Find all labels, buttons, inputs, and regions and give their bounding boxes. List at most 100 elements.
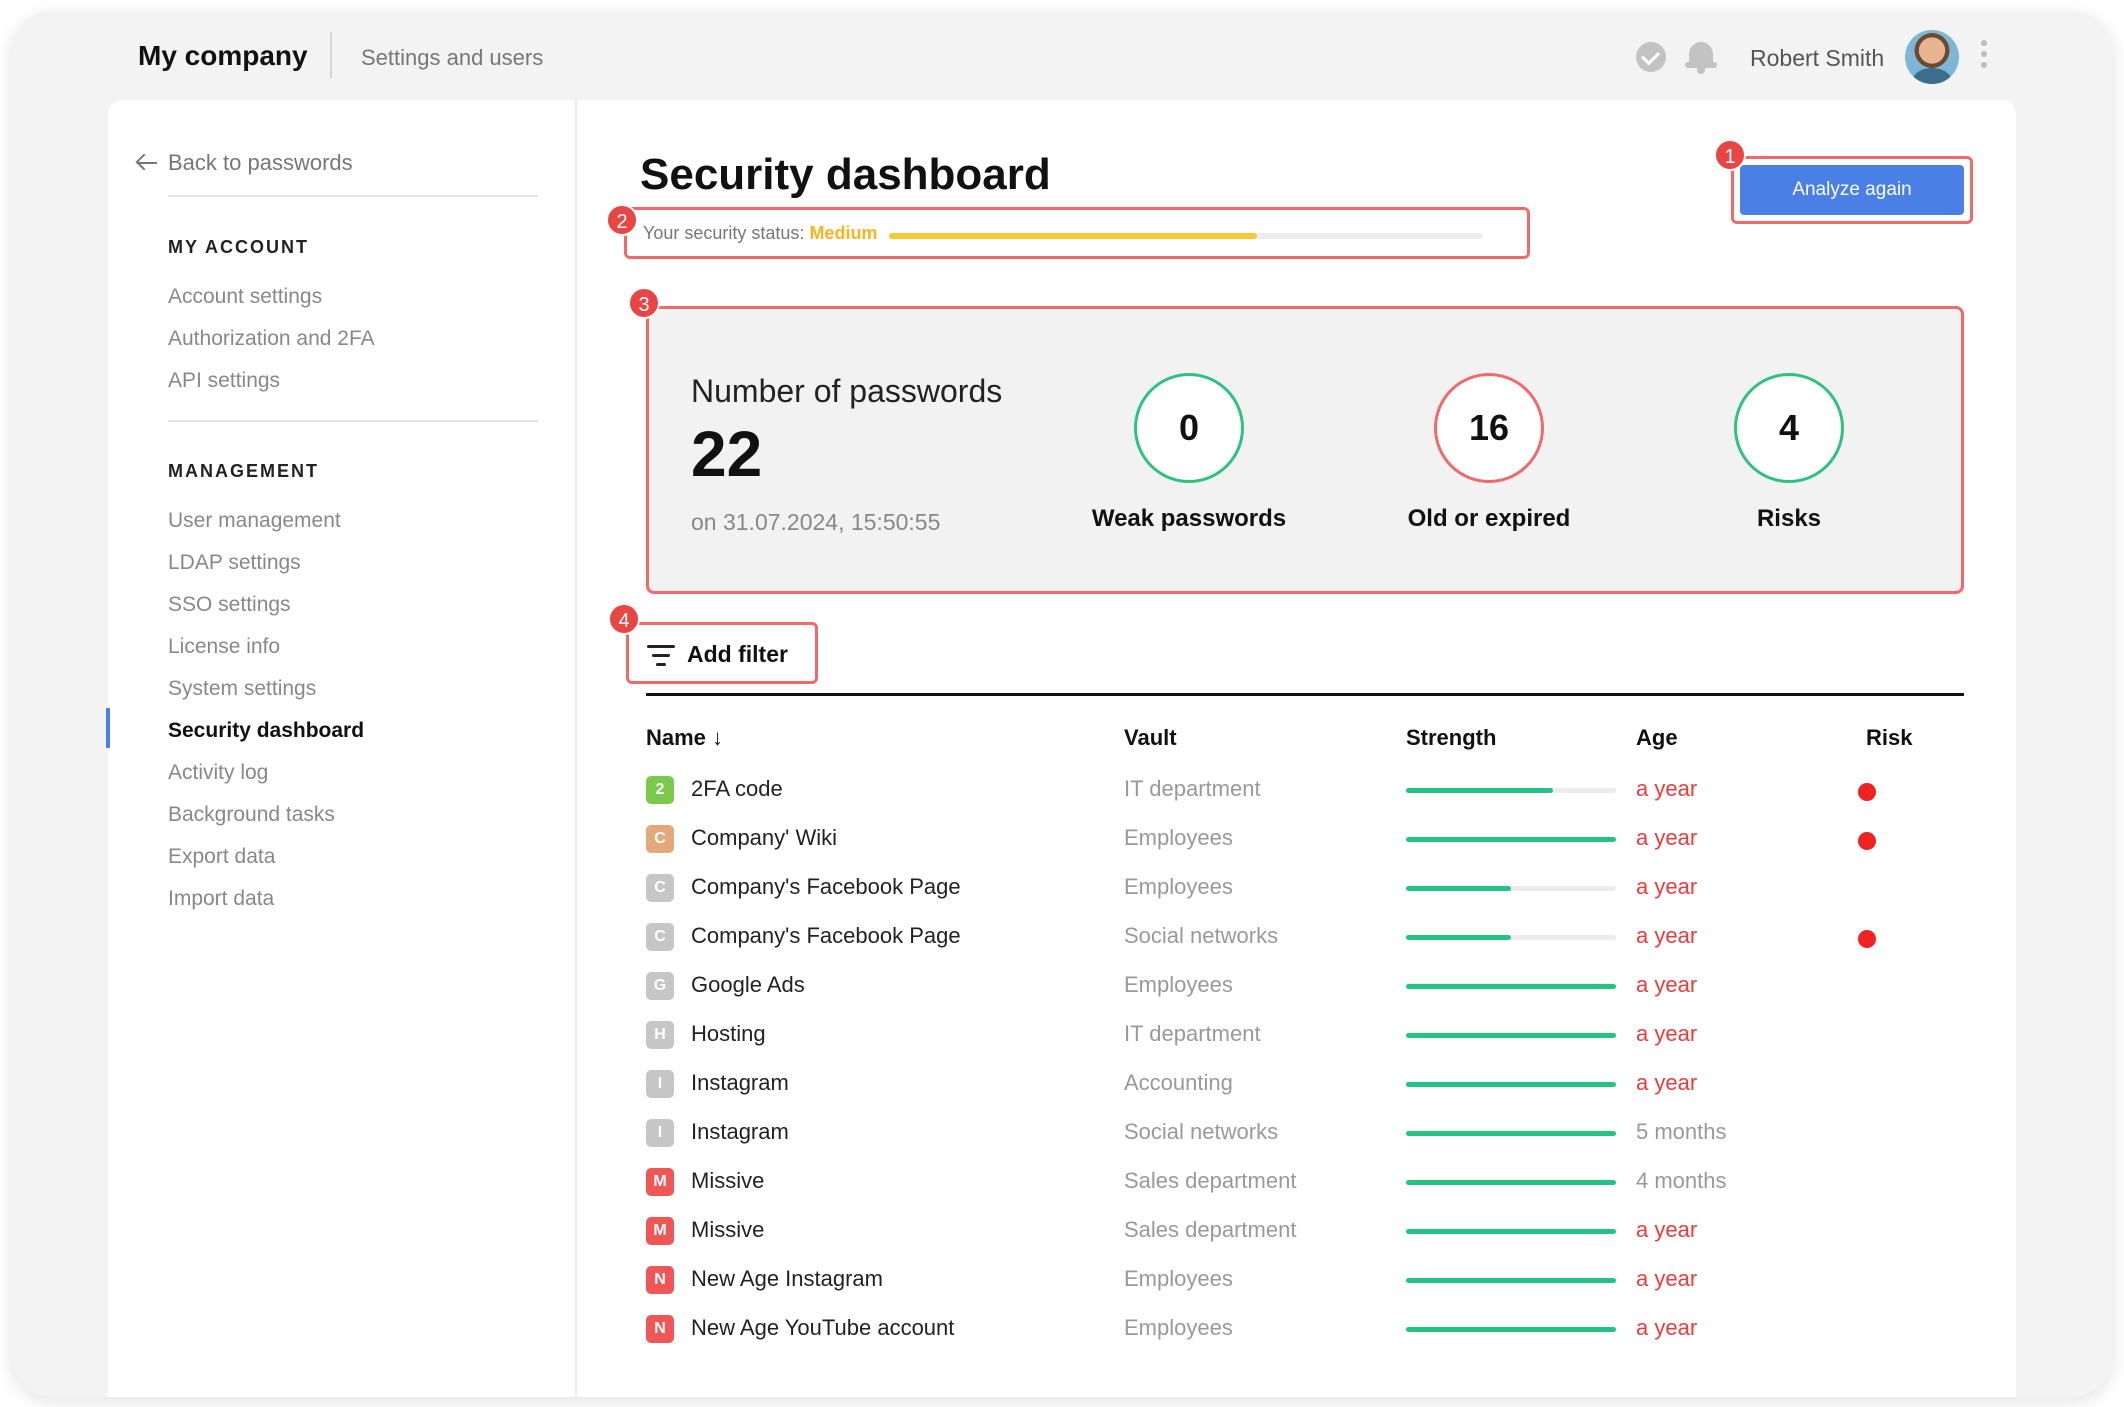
strength-bar — [1406, 788, 1616, 793]
table-row[interactable]: C Company's Facebook Page Social networks a… — [646, 913, 1964, 961]
entry-icon: I — [646, 1070, 674, 1098]
security-status-bar — [889, 233, 1483, 239]
analyze-again-button[interactable]: Analyze again — [1740, 165, 1964, 215]
strength-bar — [1406, 1180, 1616, 1185]
risks-count[interactable]: 4 — [1734, 373, 1844, 483]
table-row[interactable]: I Instagram Social networks 5 months — [646, 1109, 1964, 1157]
security-status: Your security status: Medium — [624, 207, 1530, 259]
back-to-passwords-link[interactable]: Back to passwords — [168, 150, 353, 175]
strength-fill — [1406, 886, 1511, 891]
sidebar-item-import-data[interactable]: Import data — [168, 887, 275, 910]
entry-vault: Employees — [1124, 874, 1233, 899]
table-row[interactable]: G Google Ads Employees a year — [646, 962, 1964, 1010]
security-status-value: Medium — [809, 223, 878, 243]
entry-age: a year — [1636, 923, 1698, 948]
entry-vault: Employees — [1124, 1315, 1233, 1340]
old-expired-label: Old or expired — [1407, 505, 1571, 532]
strength-bar — [1406, 1327, 1616, 1332]
sidebar-item-activity-log[interactable]: Activity log — [168, 761, 269, 784]
add-filter-button[interactable]: Add filter — [626, 622, 818, 684]
risk-indicator — [1858, 930, 1876, 948]
brand-name[interactable]: My company — [138, 40, 308, 71]
entry-vault: Social networks — [1124, 1119, 1279, 1144]
entry-name[interactable]: Hosting — [691, 1021, 766, 1046]
strength-fill — [1406, 984, 1616, 989]
entry-name[interactable]: Google Ads — [691, 972, 805, 997]
strength-bar — [1406, 1082, 1616, 1087]
sidebar-item-user-management[interactable]: User management — [168, 509, 341, 532]
entry-name[interactable]: Company' Wiki — [691, 825, 838, 850]
sidebar-item-background-tasks[interactable]: Background tasks — [168, 803, 335, 826]
sidebar-item-ldap-settings[interactable]: LDAP settings — [168, 551, 301, 574]
callout-badge-1: 1 — [1714, 139, 1746, 171]
entry-vault: IT department — [1124, 1021, 1261, 1046]
bell-icon[interactable] — [1684, 40, 1718, 76]
table-row[interactable]: M Missive Sales department a year — [646, 1207, 1964, 1255]
user-name[interactable]: Robert Smith — [1750, 45, 1885, 71]
entry-icon: M — [646, 1217, 674, 1245]
entry-name[interactable]: Company's Facebook Page — [691, 923, 961, 948]
sidebar-item-system-settings[interactable]: System settings — [168, 677, 317, 700]
sidebar-divider — [168, 420, 538, 422]
entry-name[interactable]: Instagram — [691, 1070, 789, 1095]
table-row[interactable]: N New Age YouTube account Employees a year — [646, 1305, 1964, 1353]
entry-age: a year — [1636, 825, 1698, 850]
table-row[interactable]: C Company's Facebook Page Employees a year — [646, 864, 1964, 912]
sidebar-item-authorization-2fa[interactable]: Authorization and 2FA — [168, 327, 375, 350]
column-header-vault[interactable]: Vault — [1124, 725, 1177, 750]
sidebar-item-license-info[interactable]: License info — [168, 635, 281, 658]
filter-icon — [647, 645, 677, 667]
entry-age: a year — [1636, 1217, 1698, 1242]
check-circle-icon[interactable] — [1636, 42, 1666, 72]
column-header-risk[interactable]: Risk — [1866, 725, 1913, 750]
more-vertical-icon[interactable] — [1980, 40, 1988, 74]
strength-fill — [1406, 1229, 1616, 1234]
top-bar: My company Settings and users Robert Smi… — [12, 12, 2112, 100]
table-row[interactable]: N New Age Instagram Employees a year — [646, 1256, 1964, 1304]
password-count-date: on 31.07.2024, 15:50:55 — [691, 509, 941, 535]
entry-name[interactable]: New Age Instagram — [691, 1266, 883, 1291]
entry-icon: C — [646, 923, 674, 951]
entry-age: 5 months — [1636, 1119, 1727, 1144]
sidebar-item-security-dashboard[interactable]: Security dashboard — [168, 719, 365, 742]
risk-indicator — [1858, 783, 1876, 801]
entry-vault: Employees — [1124, 825, 1233, 850]
table-row[interactable]: C Company' Wiki Employees a year — [646, 815, 1964, 863]
password-stats-panel: Number of passwords 22 on 31.07.2024, 15… — [646, 306, 1964, 594]
weak-passwords-count[interactable]: 0 — [1134, 373, 1244, 483]
arrow-left-icon[interactable] — [135, 152, 159, 174]
security-status-label: Your security status: Medium — [643, 223, 878, 243]
sidebar-item-export-data[interactable]: Export data — [168, 845, 276, 868]
sidebar-divider — [168, 195, 538, 197]
column-header-age[interactable]: Age — [1636, 725, 1678, 750]
strength-fill — [1406, 1327, 1616, 1332]
avatar[interactable] — [1905, 30, 1959, 84]
table-row[interactable]: I Instagram Accounting a year — [646, 1060, 1964, 1108]
column-header-strength[interactable]: Strength — [1406, 725, 1497, 750]
sidebar-item-api-settings[interactable]: API settings — [168, 369, 281, 392]
entry-vault: Employees — [1124, 1266, 1233, 1291]
entry-name[interactable]: 2FA code — [691, 776, 783, 801]
entry-icon: G — [646, 972, 674, 1000]
entry-name[interactable]: Company's Facebook Page — [691, 874, 961, 899]
breadcrumb[interactable]: Settings and users — [361, 45, 544, 70]
entry-name[interactable]: Missive — [691, 1217, 765, 1242]
entry-age: a year — [1636, 972, 1698, 997]
entry-name[interactable]: Instagram — [691, 1119, 789, 1144]
entry-icon: 2 — [646, 776, 674, 804]
strength-bar — [1406, 837, 1616, 842]
old-expired-count[interactable]: 16 — [1434, 373, 1544, 483]
entry-name[interactable]: Missive — [691, 1168, 765, 1193]
password-count: 22 — [691, 418, 763, 490]
entry-age: a year — [1636, 1266, 1698, 1291]
entry-icon: H — [646, 1021, 674, 1049]
sidebar-item-sso-settings[interactable]: SSO settings — [168, 593, 291, 616]
table-row[interactable]: 2 2FA code IT department a year — [646, 766, 1964, 814]
entry-name[interactable]: New Age YouTube account — [691, 1315, 955, 1340]
strength-fill — [1406, 1082, 1616, 1087]
table-row[interactable]: H Hosting IT department a year — [646, 1011, 1964, 1059]
sidebar-item-account-settings[interactable]: Account settings — [168, 285, 323, 308]
table-row[interactable]: M Missive Sales department 4 months — [646, 1158, 1964, 1206]
column-header-name[interactable]: Name ↓ — [646, 725, 724, 750]
strength-bar — [1406, 886, 1616, 891]
